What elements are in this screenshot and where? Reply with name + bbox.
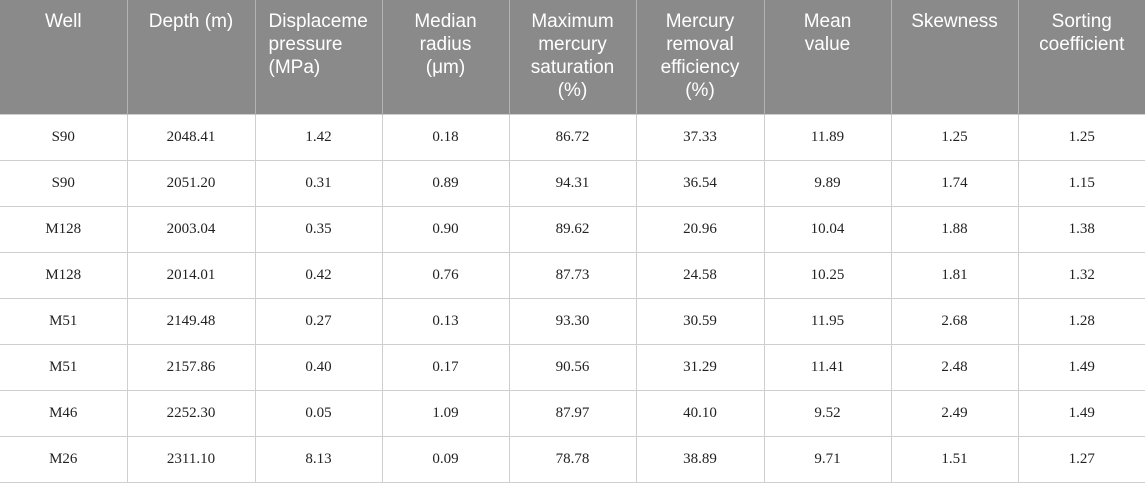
cell-removal-efficiency: 37.33 — [635, 113, 765, 161]
cell-removal-efficiency: 24.58 — [635, 251, 765, 299]
column-header-median-radius: Median radius (μm) — [382, 0, 510, 114]
table-row: S90 2051.20 0.31 0.89 94.31 36.54 9.89 1.74 1.15 — [0, 159, 1145, 207]
cell-skewness: 1.25 — [890, 113, 1019, 161]
cell-median-radius: 0.18 — [381, 113, 510, 161]
cell-well: M26 — [0, 435, 128, 483]
cell-displacement-pressure: 0.35 — [254, 205, 383, 253]
cell-median-radius: 0.13 — [381, 297, 510, 345]
cell-median-radius: 0.90 — [381, 205, 510, 253]
cell-sorting-coefficient: 1.49 — [1017, 389, 1145, 437]
cell-well: M128 — [0, 251, 128, 299]
cell-sorting-coefficient: 1.27 — [1017, 435, 1145, 483]
column-header-sorting-coefficient: Sorting coefficient — [1018, 0, 1145, 114]
cell-skewness: 2.49 — [890, 389, 1019, 437]
cell-skewness: 1.51 — [890, 435, 1019, 483]
cell-depth: 2157.86 — [126, 343, 256, 391]
cell-removal-efficiency: 30.59 — [635, 297, 765, 345]
cell-max-saturation: 87.97 — [508, 389, 637, 437]
cell-median-radius: 0.76 — [381, 251, 510, 299]
cell-depth: 2311.10 — [126, 435, 256, 483]
cell-well: S90 — [0, 113, 128, 161]
cell-displacement-pressure: 0.31 — [254, 159, 383, 207]
header-row: Well Depth (m) Displaceme pressure (MPa)… — [0, 0, 1145, 114]
cell-depth: 2014.01 — [126, 251, 256, 299]
cell-median-radius: 0.89 — [381, 159, 510, 207]
cell-mean-value: 11.95 — [763, 297, 892, 345]
column-header-well: Well — [0, 0, 128, 114]
cell-removal-efficiency: 40.10 — [635, 389, 765, 437]
cell-mean-value: 9.89 — [763, 159, 892, 207]
table-body: S90 2048.41 1.42 0.18 86.72 37.33 11.89 1.25 1.2… — [0, 113, 1145, 483]
cell-depth: 2252.30 — [126, 389, 256, 437]
cell-max-saturation: 89.62 — [508, 205, 637, 253]
cell-skewness: 2.48 — [890, 343, 1019, 391]
cell-sorting-coefficient: 1.28 — [1017, 297, 1145, 345]
cell-max-saturation: 86.72 — [508, 113, 637, 161]
cell-displacement-pressure: 0.42 — [254, 251, 383, 299]
table-row: M128 2014.01 0.42 0.76 87.73 24.58 10.25 1.81 1.… — [0, 251, 1145, 299]
cell-mean-value: 11.89 — [763, 113, 892, 161]
cell-removal-efficiency: 20.96 — [635, 205, 765, 253]
cell-median-radius: 0.09 — [381, 435, 510, 483]
column-header-max-mercury-saturation: Maximum mercury saturation (%) — [509, 0, 637, 114]
cell-max-saturation: 90.56 — [508, 343, 637, 391]
cell-skewness: 2.68 — [890, 297, 1019, 345]
cell-well: M51 — [0, 297, 128, 345]
table-header: Well Depth (m) Displaceme pressure (MPa)… — [0, 0, 1145, 114]
column-header-mercury-removal-efficiency: Mercury removal efficiency (%) — [636, 0, 765, 114]
cell-mean-value: 9.71 — [763, 435, 892, 483]
column-header-skewness: Skewness — [891, 0, 1019, 114]
column-header-mean-value: Mean value — [764, 0, 892, 114]
cell-skewness: 1.88 — [890, 205, 1019, 253]
cell-sorting-coefficient: 1.15 — [1017, 159, 1145, 207]
cell-displacement-pressure: 0.40 — [254, 343, 383, 391]
cell-max-saturation: 93.30 — [508, 297, 637, 345]
cell-removal-efficiency: 38.89 — [635, 435, 765, 483]
cell-removal-efficiency: 36.54 — [635, 159, 765, 207]
cell-sorting-coefficient: 1.25 — [1017, 113, 1145, 161]
cell-mean-value: 10.04 — [763, 205, 892, 253]
cell-displacement-pressure: 0.05 — [254, 389, 383, 437]
cell-max-saturation: 87.73 — [508, 251, 637, 299]
table-row: S90 2048.41 1.42 0.18 86.72 37.33 11.89 1.25 1.2… — [0, 113, 1145, 161]
table-row: M128 2003.04 0.35 0.90 89.62 20.96 10.04 1.88 1.… — [0, 205, 1145, 253]
cell-mean-value: 10.25 — [763, 251, 892, 299]
cell-well: M46 — [0, 389, 128, 437]
cell-displacement-pressure: 1.42 — [254, 113, 383, 161]
cell-depth: 2003.04 — [126, 205, 256, 253]
cell-sorting-coefficient: 1.32 — [1017, 251, 1145, 299]
cell-displacement-pressure: 0.27 — [254, 297, 383, 345]
cell-mean-value: 9.52 — [763, 389, 892, 437]
cell-mean-value: 11.41 — [763, 343, 892, 391]
table-row: M26 2311.10 8.13 0.09 78.78 38.89 9.71 1.51 1.27 — [0, 435, 1145, 483]
cell-skewness: 1.74 — [890, 159, 1019, 207]
cell-well: S90 — [0, 159, 128, 207]
cell-median-radius: 0.17 — [381, 343, 510, 391]
cell-median-radius: 1.09 — [381, 389, 510, 437]
cell-skewness: 1.81 — [890, 251, 1019, 299]
cell-well: M51 — [0, 343, 128, 391]
column-header-displacement-pressure: Displaceme pressure (MPa) — [255, 0, 383, 114]
table-row: M51 2149.48 0.27 0.13 93.30 30.59 11.95 2.68 1.2… — [0, 297, 1145, 345]
table-row: M51 2157.86 0.40 0.17 90.56 31.29 11.41 2.48 1.4… — [0, 343, 1145, 391]
table-row: M46 2252.30 0.05 1.09 87.97 40.10 9.52 2.49 1.49 — [0, 389, 1145, 437]
cell-sorting-coefficient: 1.49 — [1017, 343, 1145, 391]
cell-max-saturation: 78.78 — [508, 435, 637, 483]
cell-well: M128 — [0, 205, 128, 253]
column-header-depth: Depth (m) — [127, 0, 256, 114]
cell-displacement-pressure: 8.13 — [254, 435, 383, 483]
cell-sorting-coefficient: 1.38 — [1017, 205, 1145, 253]
cell-depth: 2048.41 — [126, 113, 256, 161]
cell-depth: 2149.48 — [126, 297, 256, 345]
cell-max-saturation: 94.31 — [508, 159, 637, 207]
cell-depth: 2051.20 — [126, 159, 256, 207]
cell-removal-efficiency: 31.29 — [635, 343, 765, 391]
